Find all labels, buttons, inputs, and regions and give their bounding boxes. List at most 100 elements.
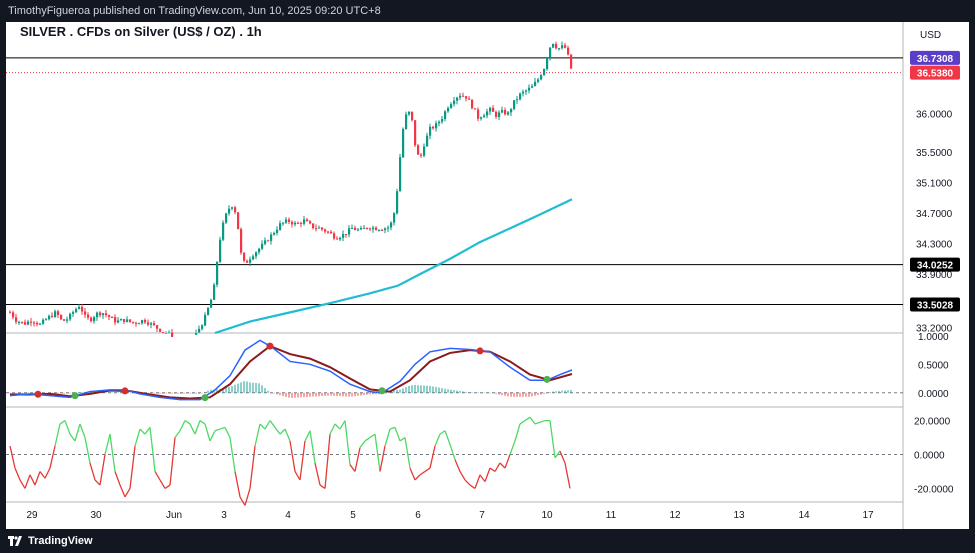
candle-body <box>90 317 93 322</box>
candle-body <box>156 325 159 329</box>
candle-body <box>57 311 60 315</box>
candle-body <box>519 93 522 100</box>
histogram-bar <box>234 384 236 393</box>
histogram-bar <box>309 392 311 397</box>
momentum-segment <box>279 428 286 435</box>
momentum-segment <box>104 433 111 455</box>
momentum-segment <box>469 484 476 489</box>
histogram-bar <box>312 392 314 397</box>
histogram-bar <box>555 391 557 393</box>
momentum-segment <box>454 459 461 472</box>
candle-body <box>102 313 105 316</box>
momentum-segment <box>519 420 526 425</box>
momentum-segment <box>259 423 266 430</box>
candle-body <box>243 252 246 261</box>
candle-body <box>114 317 117 323</box>
histogram-bar <box>459 390 461 393</box>
candle-body <box>405 114 408 129</box>
histogram-bar <box>261 385 263 393</box>
momentum-segment <box>59 420 66 425</box>
chart-panel[interactable]: SILVER . CFDs on Silver (US$ / OZ) . 1h … <box>6 22 969 529</box>
candle-body <box>24 322 27 325</box>
candle-body <box>21 321 24 323</box>
oscillator-axis-ticks: 1.0000 0.5000 0.0000 <box>918 332 949 400</box>
tradingview-logo-icon <box>8 536 22 546</box>
histogram-bar <box>393 389 395 393</box>
candle-body <box>66 319 69 321</box>
candle-body <box>429 126 432 136</box>
candle-body <box>483 115 486 118</box>
momentum-segment <box>289 440 296 472</box>
moving-average-line <box>214 198 573 335</box>
time-tick-13: 17 <box>862 510 874 521</box>
time-tick-4: 4 <box>285 510 291 521</box>
momentum-segment <box>234 471 241 498</box>
momentum-segment <box>124 488 131 498</box>
momentum-segment <box>449 444 456 460</box>
candle-body <box>261 243 264 249</box>
momentum-segment <box>559 450 566 464</box>
candle-body <box>510 109 513 113</box>
candle-body <box>84 311 87 315</box>
horizontal-levels <box>6 57 903 306</box>
momentum-segment <box>224 427 231 438</box>
histogram-bar <box>183 392 185 394</box>
momentum-axis-ticks: 20.0000 0.0000 -20.0000 <box>914 417 954 496</box>
histogram-bar <box>444 388 446 393</box>
histogram-bar <box>423 385 425 393</box>
time-tick-8: 10 <box>541 510 553 521</box>
momentum-segment <box>274 426 281 435</box>
candle-body <box>372 227 375 230</box>
candle-body <box>273 232 276 235</box>
momentum-segment <box>229 437 236 472</box>
price-tick-5: 33.9000 <box>916 270 953 281</box>
candle-body <box>294 222 297 225</box>
momentum-segment <box>539 419 546 423</box>
candle-body <box>144 320 147 323</box>
histogram-bar <box>273 392 275 394</box>
cross-marker-5 <box>378 387 386 395</box>
time-tick-12: 14 <box>798 510 810 521</box>
candle-body <box>297 222 300 224</box>
candle-body <box>33 322 36 324</box>
chart-svg[interactable]: SILVER . CFDs on Silver (US$ / OZ) . 1h … <box>6 22 969 529</box>
momentum-segment <box>409 467 416 481</box>
level-label-2: 34.0252 <box>917 261 954 272</box>
chart-background <box>6 22 969 529</box>
candle-body <box>72 312 75 314</box>
histogram-bar <box>105 392 107 393</box>
histogram-bar <box>282 392 284 397</box>
candle-body <box>288 219 291 222</box>
momentum-segment <box>489 467 496 473</box>
candle-body <box>99 312 102 316</box>
momentum-segment <box>554 450 561 459</box>
histogram-bar <box>474 392 476 393</box>
candle-body <box>384 228 387 231</box>
time-tick-6: 6 <box>415 510 421 521</box>
momentum-segment <box>79 423 86 438</box>
histogram-bar <box>483 392 485 394</box>
histogram-bar <box>258 383 260 393</box>
candle-body <box>504 110 507 115</box>
momentum-segment <box>179 420 186 432</box>
candle-body <box>474 108 477 110</box>
histogram-bar <box>9 392 11 394</box>
histogram-bar <box>159 392 161 394</box>
momentum-segment <box>529 416 536 425</box>
candle-body <box>246 260 249 263</box>
candle-body <box>408 111 411 115</box>
histogram-bar <box>375 392 377 395</box>
candle-body <box>369 228 372 230</box>
momentum-segment <box>484 467 491 482</box>
candle-body <box>69 313 72 320</box>
candle-body <box>204 314 207 326</box>
momentum-segment <box>269 420 276 428</box>
momentum-segment <box>474 474 481 489</box>
histogram-bar <box>270 392 272 394</box>
candle-body <box>432 126 435 129</box>
histogram-bar <box>249 382 251 393</box>
candle-body <box>378 229 381 231</box>
momentum-segment <box>419 470 426 476</box>
time-tick-2: Jun <box>166 510 182 521</box>
histogram-bar <box>336 392 338 396</box>
